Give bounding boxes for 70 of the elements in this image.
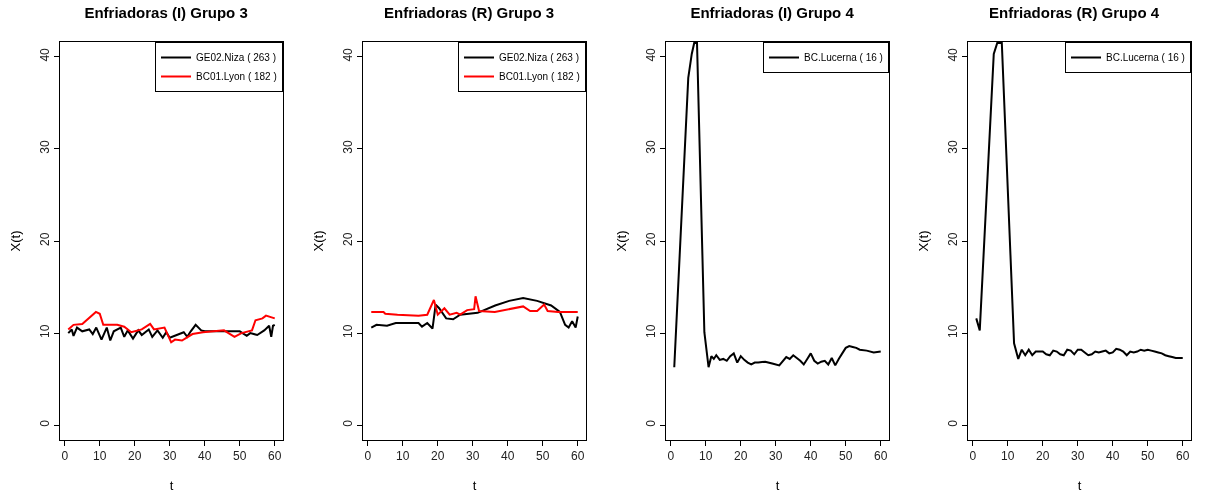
y-tick-label: 10 (340, 324, 355, 339)
y-tick-label: 40 (946, 47, 961, 62)
x-tick-label: 60 (873, 449, 888, 464)
chart-title: Enfriadoras (I) Grupo 3 (84, 3, 248, 21)
line-series (370, 297, 579, 330)
x-tick-label: 40 (198, 449, 212, 464)
line-series (370, 295, 579, 317)
x-tick-label: 0 (969, 449, 977, 464)
x-tick-label: 40 (1106, 449, 1120, 464)
x-tick-label: 20 (733, 449, 748, 464)
y-axis-title: X(t) (916, 230, 932, 252)
x-tick-label: 10 (1001, 449, 1015, 464)
x-tick-label: 0 (61, 449, 69, 464)
x-tick-label: 50 (838, 449, 853, 464)
legend-label: BC.Lucerna ( 16 ) (1106, 52, 1186, 64)
x-axis-title: t (472, 478, 477, 493)
x-tick-label: 0 (666, 449, 674, 464)
x-axis-title: t (169, 478, 174, 493)
y-tick-label: 0 (340, 419, 355, 427)
x-tick-label: 60 (570, 449, 585, 464)
x-tick-label: 20 (128, 449, 142, 464)
x-tick-label: 60 (268, 449, 282, 464)
x-tick-label: 40 (803, 449, 818, 464)
y-tick-label: 40 (643, 47, 658, 62)
legend-label: BC01.Lyon ( 182 ) (196, 71, 277, 83)
y-tick-label: 30 (38, 140, 53, 154)
y-axis-title: X(t) (613, 230, 629, 252)
y-axis-title: X(t) (310, 230, 326, 252)
x-tick-label: 50 (1141, 449, 1155, 464)
y-tick-label: 40 (340, 47, 355, 62)
x-tick-label: 30 (1071, 449, 1085, 464)
y-tick-label: 20 (946, 232, 961, 246)
x-tick-label: 30 (465, 449, 480, 464)
y-tick-label: 40 (38, 47, 53, 62)
y-tick-label: 0 (946, 419, 961, 427)
y-tick-label: 10 (643, 324, 658, 339)
y-axis-title: X(t) (8, 230, 24, 252)
y-tick-label: 0 (643, 419, 658, 427)
x-tick-label: 10 (395, 449, 410, 464)
y-tick-label: 20 (340, 232, 355, 246)
legend-label: BC.Lucerna ( 16 ) (803, 52, 883, 64)
chart-title: Enfriadoras (R) Grupo 3 (383, 3, 554, 21)
x-tick-label: 20 (430, 449, 445, 464)
x-tick-label: 10 (698, 449, 713, 464)
x-tick-label: 30 (768, 449, 783, 464)
x-tick-label: 20 (1036, 449, 1050, 464)
x-tick-label: 0 (364, 449, 372, 464)
x-axis-title: t (775, 478, 780, 493)
x-tick-label: 50 (233, 449, 247, 464)
chart-title: Enfriadoras (R) Grupo 4 (989, 3, 1161, 21)
x-tick-label: 10 (93, 449, 107, 464)
y-tick-label: 0 (38, 419, 53, 427)
x-tick-label: 40 (500, 449, 515, 464)
x-tick-label: 60 (1176, 449, 1190, 464)
y-tick-label: 30 (946, 140, 961, 154)
legend-label: GE02.Niza ( 263 ) (498, 52, 579, 64)
line-series (67, 323, 276, 342)
chart-title: Enfriadoras (I) Grupo 4 (689, 3, 854, 21)
x-axis-title: t (1077, 478, 1082, 493)
y-tick-label: 20 (643, 232, 658, 246)
line-series (67, 310, 276, 344)
legend-label: GE02.Niza ( 263 ) (196, 52, 277, 64)
y-tick-label: 30 (643, 140, 658, 154)
x-tick-label: 30 (163, 449, 177, 464)
y-tick-label: 30 (340, 140, 355, 154)
y-tick-label: 20 (38, 232, 53, 246)
legend-label: BC01.Lyon ( 182 ) (498, 71, 580, 83)
y-tick-label: 10 (38, 324, 53, 339)
x-tick-label: 50 (535, 449, 550, 464)
y-tick-label: 10 (946, 324, 961, 339)
